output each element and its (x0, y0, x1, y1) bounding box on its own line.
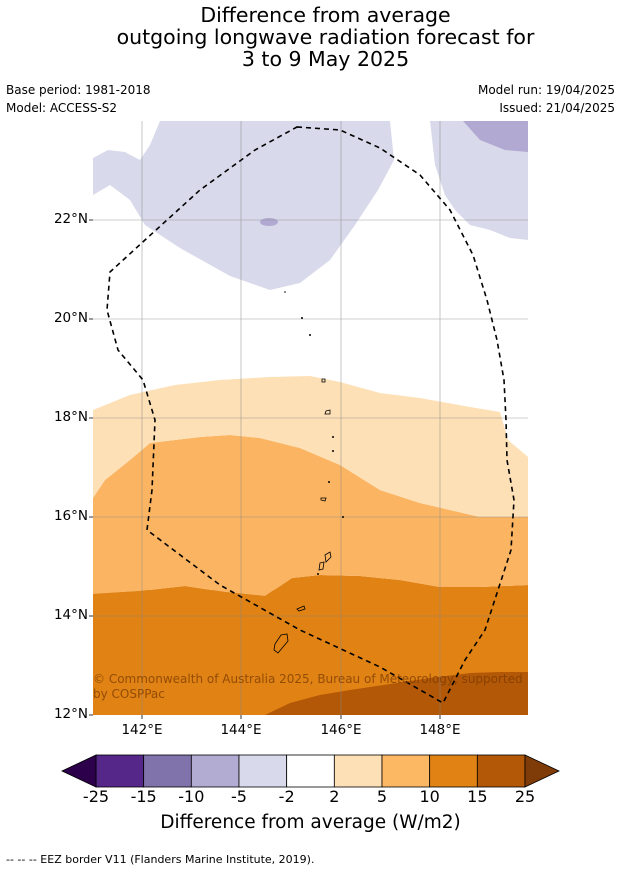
small-islands (284, 291, 344, 575)
anomaly-5-10 (93, 435, 528, 596)
colorbar-under-arrow (61, 754, 97, 788)
issued-date: Issued: 21/04/2025 (499, 101, 615, 115)
title-line-3: 3 to 9 May 2025 (241, 47, 410, 71)
colorbar-bin-0 (95, 754, 145, 788)
island-tinian (318, 561, 325, 571)
lat-label-14: 14°N (53, 607, 88, 623)
island-anatahan (320, 497, 327, 502)
eez-border (106, 126, 515, 705)
title-line-2: outgoing longwave radiation forecast for (116, 25, 535, 49)
island-alamagan (324, 409, 331, 415)
colorbar-over-arrow (524, 754, 560, 788)
island-agrihan (321, 378, 326, 383)
colorbar-bin-6 (381, 754, 431, 788)
lat-label-18: 18°N (53, 409, 88, 425)
colorbar-bin-8 (476, 754, 526, 788)
colorbar-bin-3 (238, 754, 288, 788)
colorbar-tick-label: -15 (130, 787, 157, 806)
anomaly-neg-5-2-west (93, 121, 394, 290)
meta-left: Base period: 1981-2018 Model: ACCESS-S2 (6, 81, 151, 117)
island-rota (296, 605, 306, 612)
meta-right: Model run: 19/04/2025 Issued: 21/04/2025 (478, 81, 615, 117)
anomaly-neg-10-5 (463, 121, 528, 152)
model-run: Model run: 19/04/2025 (477, 83, 615, 97)
colorbar-label: Difference from average (W/m2) (160, 812, 461, 833)
title-line-1: Difference from average (200, 3, 451, 27)
lon-label-148: 148°E (419, 722, 461, 738)
chart-title: Difference from average outgoing longwav… (0, 4, 621, 70)
colorbar-tick-label: 10 (419, 787, 440, 806)
island-outlines (273, 378, 332, 654)
colorbar-bin-7 (429, 754, 478, 788)
colorbar-tick-label: -25 (82, 787, 110, 806)
island-guam (273, 633, 289, 654)
base-period: Base period: 1981-2018 (6, 83, 151, 97)
colorbar-tick-label: 2 (329, 787, 340, 806)
lat-label-20: 20°N (53, 310, 88, 326)
lat-label-22: 22°N (53, 211, 88, 227)
colorbar-bin-5 (333, 754, 383, 788)
copyright-notice: © Commonwealth of Australia 2025, Bureau… (93, 672, 523, 701)
colorbar-tick-label: 5 (376, 787, 388, 806)
anomaly-10-15 (93, 575, 528, 715)
footnote: -- -- -- EEZ border V11 (Flanders Marine… (6, 853, 315, 866)
anomaly-2-5 (93, 376, 528, 517)
lon-label-144: 144°E (220, 722, 262, 738)
lon-label-146: 146°E (320, 722, 362, 738)
lat-label-12: 12°N (53, 706, 88, 722)
lon-label-142: 142°E (121, 722, 163, 738)
island-saipan (324, 551, 332, 563)
model-name: Model: ACCESS-S2 (6, 101, 118, 115)
colorbar-tick-label: -2 (278, 787, 295, 806)
colorbar-bin-4 (286, 754, 335, 788)
colorbar-bin-2 (190, 754, 240, 788)
grid-lines (93, 121, 528, 715)
tick-marks (89, 219, 441, 719)
lat-label-16: 16°N (53, 508, 88, 524)
colorbar-bin-1 (143, 754, 192, 788)
colorbar-tick-label: -5 (231, 787, 247, 806)
colorbar-tick-label: 15 (467, 787, 488, 806)
colorbar-tick-label: -10 (178, 787, 205, 806)
colorbar-tick-label: 25 (514, 787, 536, 806)
anomaly-neg-5-2-east (430, 121, 528, 240)
